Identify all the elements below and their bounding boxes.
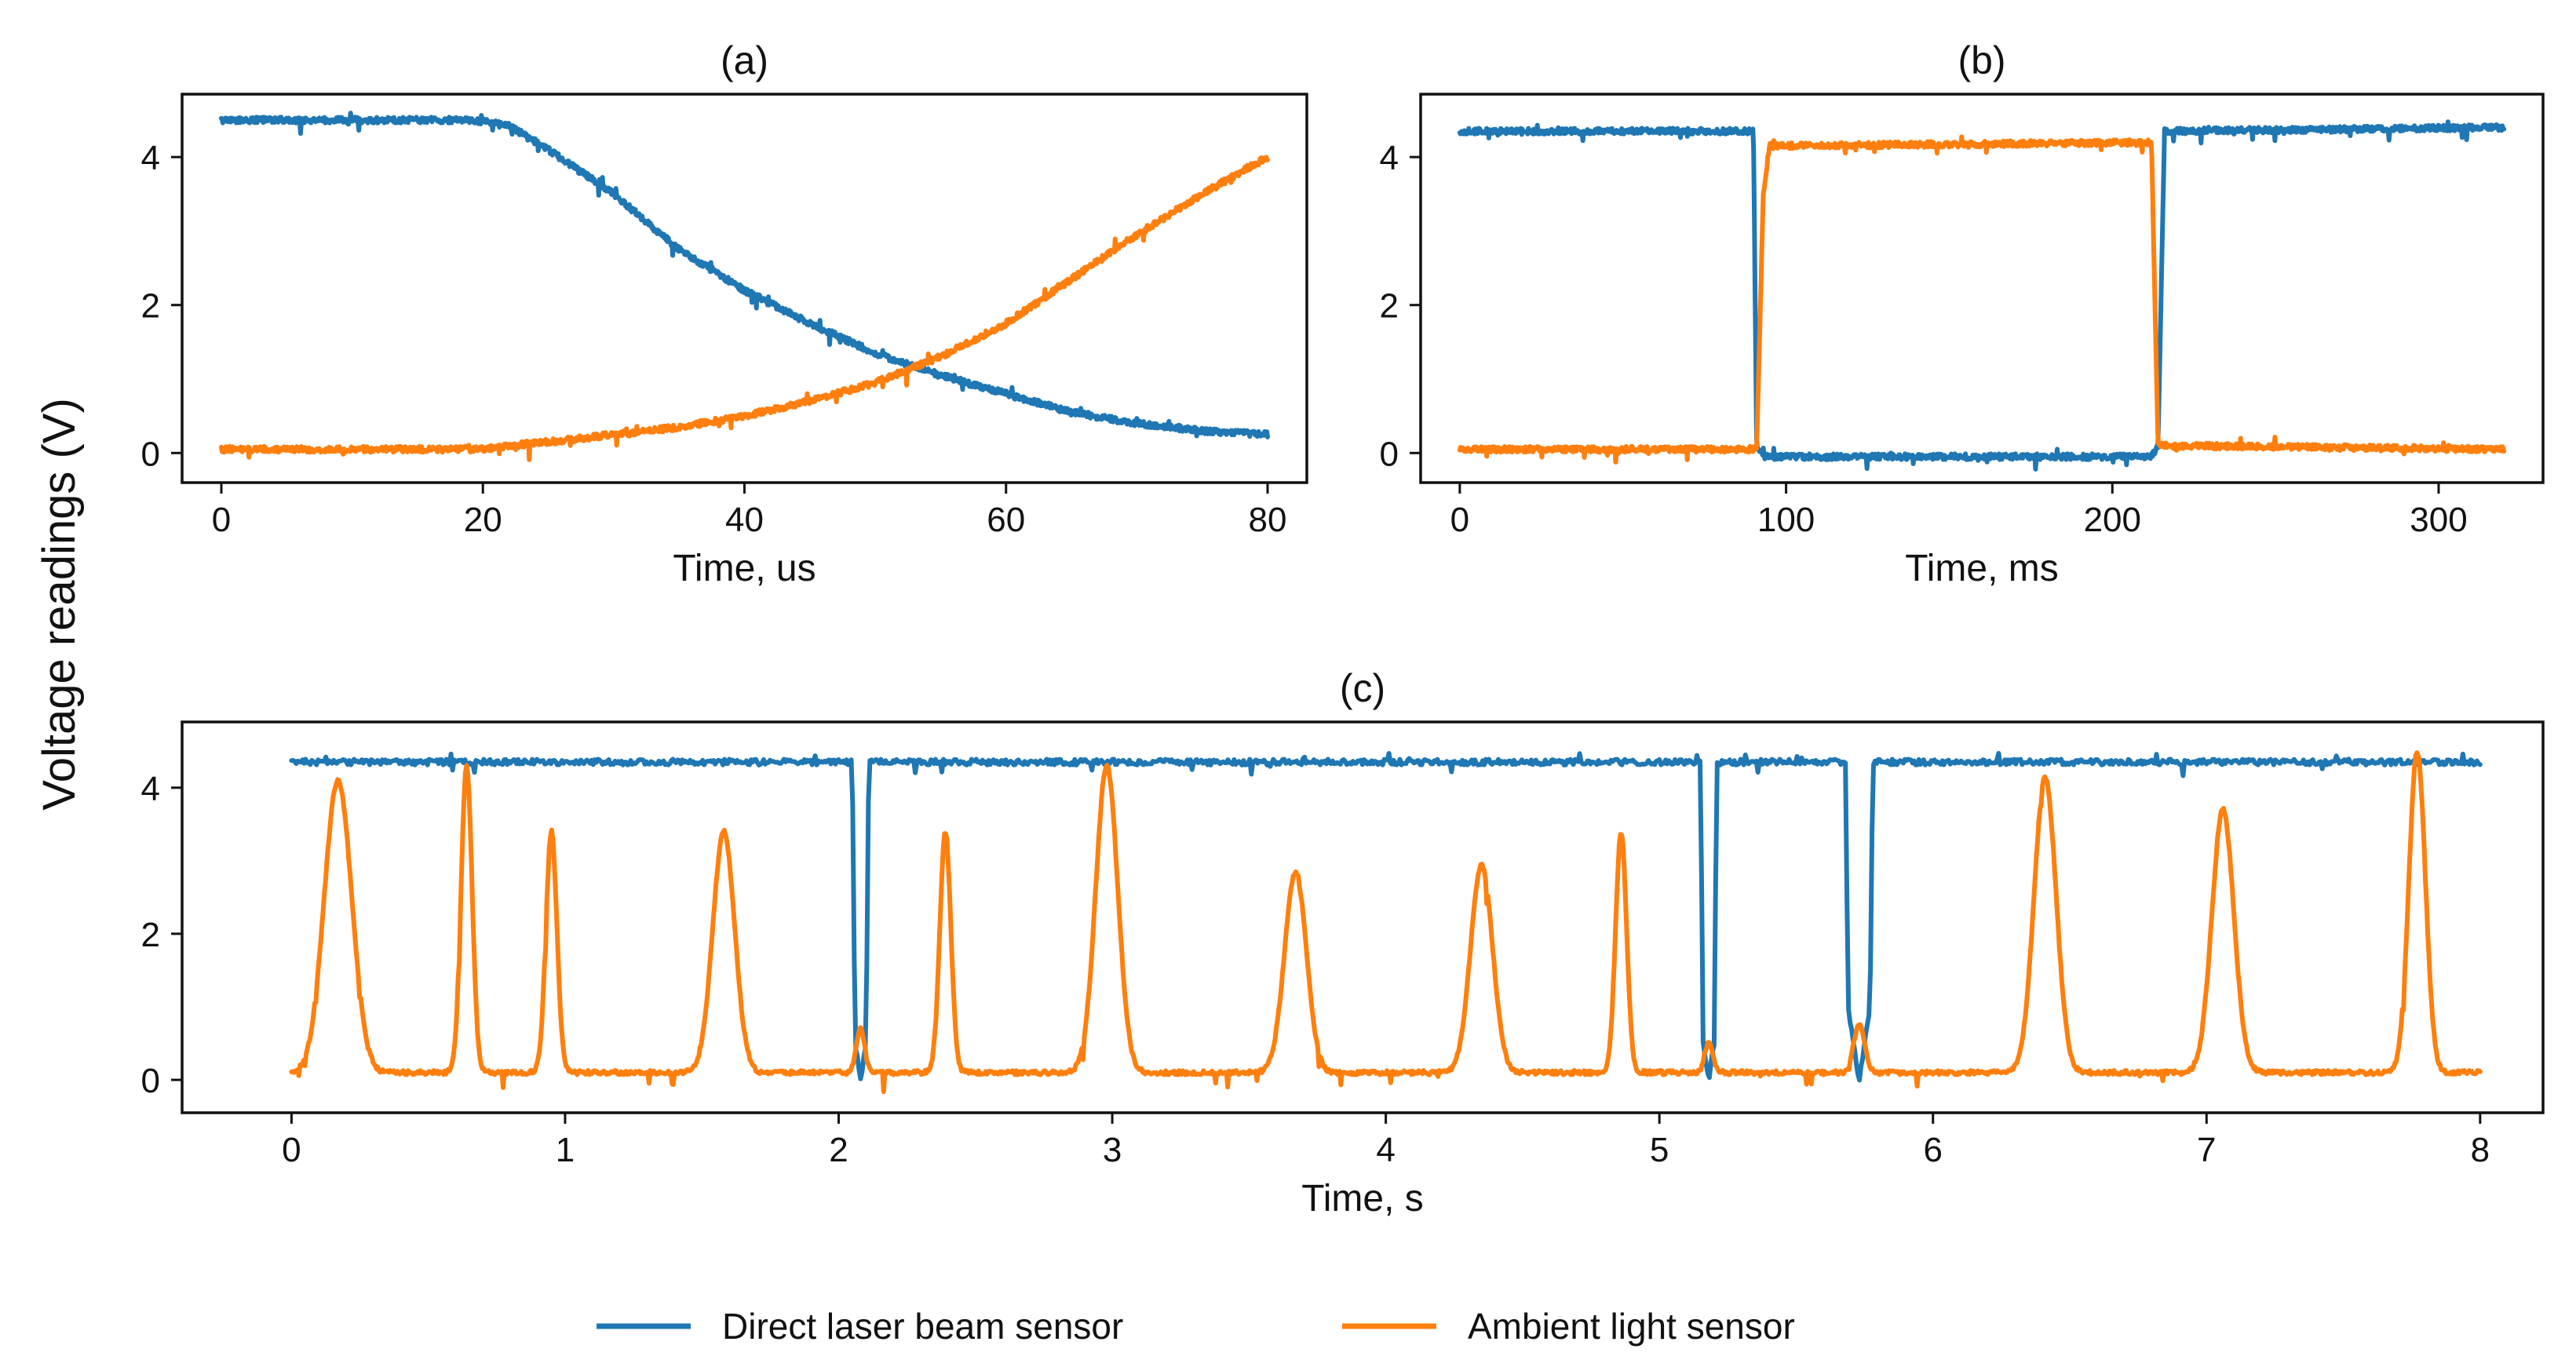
series-direct-laser-beam-line [219, 111, 1270, 439]
x-tick-label: 80 [1249, 501, 1287, 539]
panel-c: 0 1 2 3 4 5 6 7 8 0 2 4 (c) Time, s [141, 666, 2545, 1219]
series-ambient-light-line [219, 155, 1270, 462]
panel-b: 0 100 200 300 0 2 4 (b) Time, ms [1380, 38, 2545, 589]
y-tick-label: 4 [141, 139, 160, 177]
x-tick-label: 3 [1103, 1131, 1122, 1169]
panel-a: 0 20 40 60 80 0 2 4 (a) Time, us [141, 38, 1308, 589]
x-axis-label: Time, s [1301, 1178, 1424, 1219]
x-tick-label: 6 [1923, 1131, 1942, 1169]
x-tick-label: 40 [725, 501, 764, 539]
y-tick-label: 0 [1380, 435, 1399, 473]
x-axis-label: Time, us [673, 548, 815, 589]
x-tick-label: 300 [2410, 501, 2467, 539]
x-axis-label: Time, ms [1905, 548, 2059, 589]
legend-label: Ambient light sensor [1468, 1306, 1795, 1347]
panel-title: (a) [721, 38, 768, 82]
series-direct-laser-beam-line [1457, 119, 2507, 472]
x-tick-label: 0 [1450, 501, 1469, 539]
series-ambient-light-line [289, 750, 2483, 1095]
series-ambient-light-line [1457, 134, 2507, 465]
y-tick-label: 2 [141, 287, 160, 326]
x-tick-label: 20 [464, 501, 502, 539]
x-tick-label: 1 [556, 1131, 575, 1169]
series-direct-laser-beam-line [289, 751, 2483, 1083]
y-tick-label: 2 [1380, 287, 1399, 326]
x-tick-label: 60 [987, 501, 1025, 539]
legend-label: Direct laser beam sensor [722, 1306, 1123, 1347]
x-tick-label: 4 [1376, 1131, 1395, 1169]
x-tick-label: 5 [1650, 1131, 1669, 1169]
x-tick-label: 100 [1757, 501, 1815, 539]
y-tick-label: 4 [1380, 139, 1399, 177]
y-tick-label: 0 [141, 1062, 160, 1100]
x-tick-label: 2 [829, 1131, 848, 1169]
y-axis-label: Voltage readings (V) [34, 398, 85, 811]
plot-frame [181, 720, 2545, 1114]
panel-title: (c) [1340, 666, 1385, 710]
plot-frame [1419, 93, 2545, 484]
x-tick-label: 8 [2471, 1131, 2490, 1169]
x-tick-label: 0 [212, 501, 231, 539]
x-tick-label: 7 [2197, 1131, 2216, 1169]
panel-title: (b) [1958, 38, 2005, 82]
y-tick-label: 2 [141, 916, 160, 954]
y-tick-label: 0 [141, 435, 160, 473]
x-tick-label: 0 [282, 1131, 301, 1169]
y-tick-label: 4 [141, 770, 160, 808]
legend: Direct laser beam sensor Ambient light se… [597, 1306, 1795, 1347]
x-tick-label: 200 [2084, 501, 2141, 539]
